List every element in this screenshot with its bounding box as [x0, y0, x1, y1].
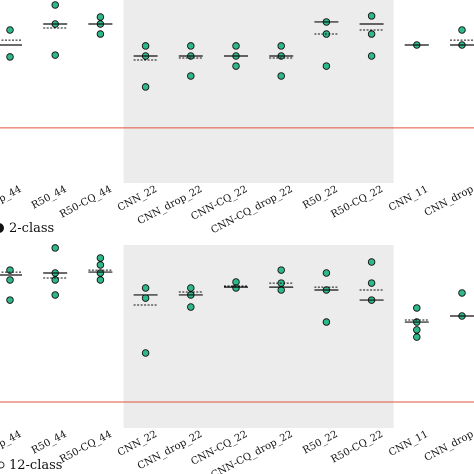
data-point — [96, 269, 105, 277]
data-point — [322, 62, 331, 70]
data-point — [277, 286, 285, 294]
data-point — [413, 333, 421, 341]
data-point — [232, 62, 240, 70]
data-point — [458, 26, 466, 34]
panel-caption: 12-class — [9, 458, 62, 473]
panel-caption: 2-class — [9, 221, 54, 236]
caption-marker — [0, 223, 4, 233]
shaded-region — [123, 245, 394, 428]
data-point — [367, 30, 376, 38]
x-tick-label: R50-CQ_44 — [58, 184, 114, 221]
x-tick-label: CNN_drop — [423, 429, 474, 464]
data-point — [187, 284, 195, 292]
data-point — [141, 42, 150, 50]
data-point — [6, 276, 14, 284]
data-point — [187, 72, 195, 80]
data-point — [232, 42, 240, 50]
data-point — [96, 254, 105, 262]
data-point — [141, 294, 150, 302]
data-point — [187, 303, 195, 311]
data-point — [141, 284, 150, 292]
x-tick-label: R50-CQ_44 — [58, 429, 114, 466]
data-point — [367, 52, 376, 60]
data-point — [51, 276, 59, 284]
data-point — [141, 83, 150, 91]
data-point — [6, 296, 14, 304]
data-point — [458, 289, 466, 297]
x-tick-label: CNN_drop — [423, 184, 474, 219]
data-point — [367, 258, 376, 266]
data-point — [6, 26, 14, 34]
data-point — [277, 42, 285, 50]
data-point — [413, 326, 421, 334]
x-tick-label: CNN-CQ_drop_22 — [209, 184, 294, 236]
data-point — [322, 269, 331, 277]
x-tick-label: R50-CQ_22 — [329, 429, 385, 466]
data-point — [6, 53, 14, 61]
x-tick-label: R50-CQ_22 — [329, 184, 385, 221]
data-point — [232, 284, 240, 292]
data-point — [277, 266, 285, 274]
data-point — [51, 1, 59, 9]
x-tick-label: CQ_drop_44 — [0, 184, 23, 223]
data-point — [51, 51, 59, 59]
data-point — [96, 30, 105, 38]
data-point — [367, 12, 376, 20]
data-point — [51, 291, 59, 299]
data-point — [322, 318, 331, 326]
data-point — [367, 279, 376, 287]
caption-marker — [0, 461, 5, 469]
data-point — [51, 244, 59, 252]
data-point — [96, 13, 105, 21]
shaded-region — [123, 0, 394, 183]
data-point — [277, 72, 285, 80]
data-point — [413, 304, 421, 312]
data-point — [96, 276, 105, 284]
data-point — [141, 349, 150, 357]
data-point — [187, 42, 195, 50]
data-point — [96, 261, 105, 269]
data-point — [6, 266, 14, 274]
